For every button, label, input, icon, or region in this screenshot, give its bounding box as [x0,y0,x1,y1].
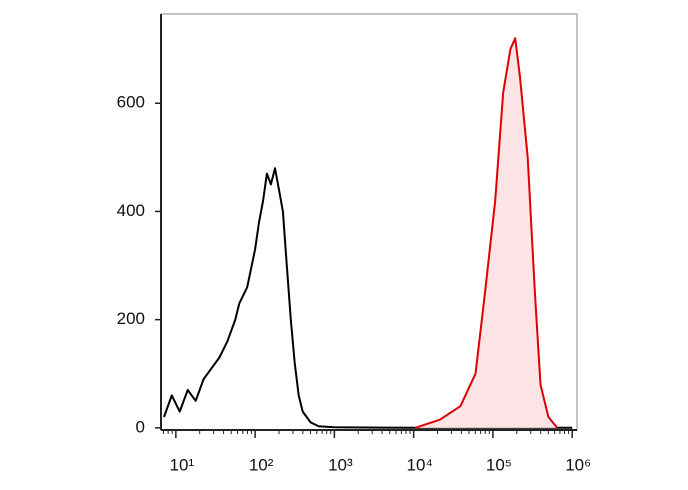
y-tick-label: 400 [117,201,145,220]
y-tick-label: 200 [117,309,145,328]
x-tick-label: 10⁵ [486,455,512,474]
series-fill [415,38,558,428]
x-tick-label: 10² [249,455,274,474]
x-tick-label: 10⁴ [407,455,433,474]
series-line [163,167,573,429]
x-tick-label: 10⁶ [565,455,591,474]
y-tick-label: 0 [136,417,145,436]
x-tick-label: 10¹ [170,455,195,474]
y-tick-label: 600 [117,93,145,112]
series-line [414,37,558,429]
x-tick-label: 10³ [328,455,353,474]
